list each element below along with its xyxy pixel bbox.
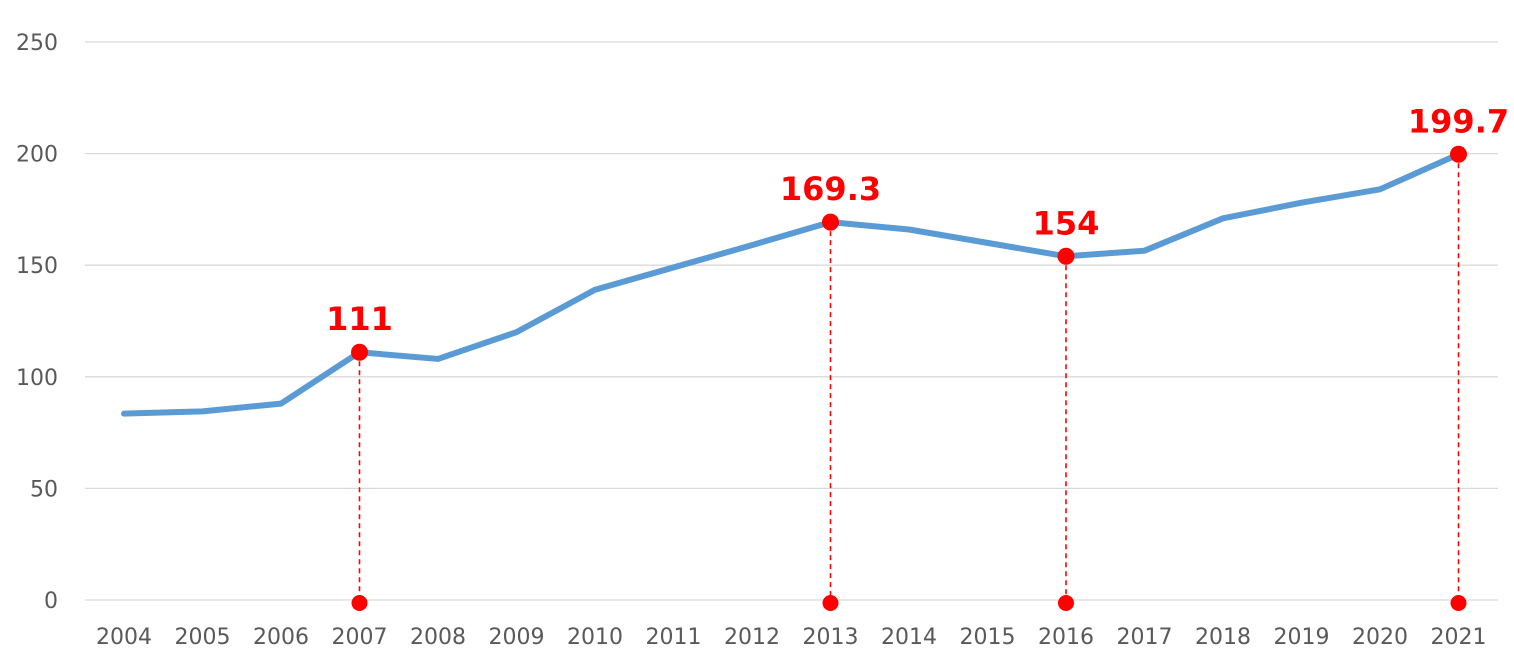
x-tick-label: 2017: [1117, 625, 1173, 650]
x-tick-label: 2006: [253, 625, 309, 650]
x-tick-label: 2013: [803, 625, 859, 650]
highlight-marker-2007: [351, 343, 368, 361]
base-marker-2013: [822, 595, 839, 611]
highlight-marker-2013: [822, 213, 839, 231]
highlight-marker-2021: [1450, 145, 1467, 163]
x-tick-label: 2021: [1431, 625, 1487, 650]
x-tick-label: 2014: [881, 625, 937, 650]
data-label-2021: 199.7: [1408, 102, 1509, 140]
y-tick-label: 50: [30, 477, 58, 502]
x-tick-label: 2005: [175, 625, 231, 650]
y-tick-label: 250: [16, 31, 58, 56]
base-marker-2021: [1450, 595, 1467, 611]
x-tick-label: 2004: [96, 625, 152, 650]
x-tick-label: 2012: [724, 625, 780, 650]
annotations: 111 169.3 154 199.7: [326, 102, 1509, 611]
y-axis-tick-labels: 0 50 100 150 200 250: [16, 31, 58, 614]
x-tick-label: 2008: [410, 625, 466, 650]
x-tick-label: 2007: [332, 625, 388, 650]
y-tick-label: 100: [16, 366, 58, 391]
highlight-marker-2016: [1057, 247, 1075, 265]
data-label-2007: 111: [326, 300, 393, 338]
x-axis-tick-labels: 2004 2005 2006 2007 2008 2009 2010 2011 2012 2013…: [96, 625, 1487, 650]
y-tick-label: 200: [16, 143, 58, 168]
gridlines: [85, 41, 1498, 601]
data-label-2016: 154: [1033, 204, 1100, 242]
x-tick-label: 2010: [567, 625, 623, 650]
x-tick-label: 2016: [1038, 625, 1094, 650]
base-marker-2016: [1058, 595, 1074, 611]
y-tick-label: 150: [16, 254, 58, 279]
data-label-2013: 169.3: [780, 170, 881, 208]
x-tick-label: 2011: [646, 625, 702, 650]
x-tick-label: 2015: [960, 625, 1016, 650]
series-line-group: [121, 151, 1462, 417]
x-tick-label: 2018: [1195, 625, 1251, 650]
base-marker-2007: [351, 595, 368, 611]
annotation-drop-lines: [358, 154, 1460, 603]
x-tick-label: 2019: [1274, 625, 1330, 650]
x-tick-label: 2009: [489, 625, 545, 650]
series-line: [121, 151, 1462, 417]
x-tick-label: 2020: [1352, 625, 1408, 650]
y-tick-label: 0: [44, 589, 58, 614]
